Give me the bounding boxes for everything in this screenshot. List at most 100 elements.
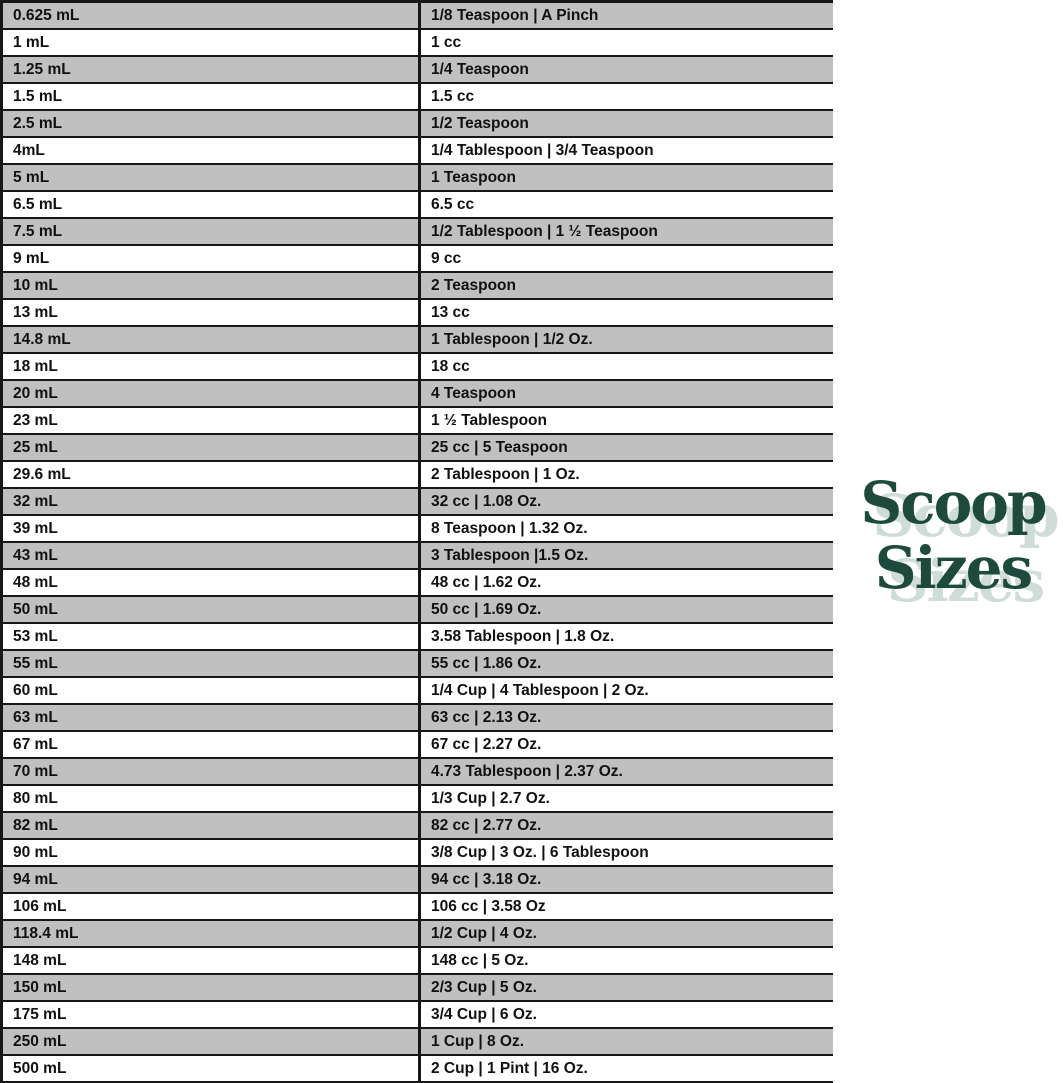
table-row: 70 mL 4.73 Tablespoon | 2.37 Oz. xyxy=(0,759,833,786)
table-row: 0.625 mL 1/8 Teaspoon | A Pinch xyxy=(0,3,833,30)
equivalent-cell: 1 cc xyxy=(421,30,833,55)
table-row: 106 mL 106 cc | 3.58 Oz xyxy=(0,894,833,921)
equivalent-cell: 55 cc | 1.86 Oz. xyxy=(421,651,833,676)
equivalent-cell: 1/4 Cup | 4 Tablespoon | 2 Oz. xyxy=(421,678,833,703)
equivalent-cell: 50 cc | 1.69 Oz. xyxy=(421,597,833,622)
ml-cell: 70 mL xyxy=(0,759,421,784)
equivalent-cell: 1 Tablespoon | 1/2 Oz. xyxy=(421,327,833,352)
equivalent-cell: 1/8 Teaspoon | A Pinch xyxy=(421,3,833,28)
logo-line-2: Sizes xyxy=(874,534,1033,602)
ml-cell: 1 mL xyxy=(0,30,421,55)
ml-cell: 63 mL xyxy=(0,705,421,730)
equivalent-cell: 6.5 cc xyxy=(421,192,833,217)
table-row: 25 mL 25 cc | 5 Teaspoon xyxy=(0,435,833,462)
ml-cell: 82 mL xyxy=(0,813,421,838)
table-row: 53 mL 3.58 Tablespoon | 1.8 Oz. xyxy=(0,624,833,651)
ml-cell: 25 mL xyxy=(0,435,421,460)
ml-cell: 67 mL xyxy=(0,732,421,757)
ml-cell: 4mL xyxy=(0,138,421,163)
table-row: 43 mL 3 Tablespoon |1.5 Oz. xyxy=(0,543,833,570)
equivalent-cell: 4 Teaspoon xyxy=(421,381,833,406)
equivalent-cell: 2 Cup | 1 Pint | 16 Oz. xyxy=(421,1056,833,1081)
table-row: 18 mL 18 cc xyxy=(0,354,833,381)
equivalent-cell: 18 cc xyxy=(421,354,833,379)
ml-cell: 2.5 mL xyxy=(0,111,421,136)
ml-cell: 60 mL xyxy=(0,678,421,703)
equivalent-cell: 1 ½ Tablespoon xyxy=(421,408,833,433)
table-row: 82 mL 82 cc | 2.77 Oz. xyxy=(0,813,833,840)
ml-cell: 90 mL xyxy=(0,840,421,865)
table-row: 32 mL 32 cc | 1.08 Oz. xyxy=(0,489,833,516)
equivalent-cell: 3/4 Cup | 6 Oz. xyxy=(421,1002,833,1027)
ml-cell: 14.8 mL xyxy=(0,327,421,352)
ml-cell: 29.6 mL xyxy=(0,462,421,487)
table-row: 80 mL 1/3 Cup | 2.7 Oz. xyxy=(0,786,833,813)
ml-cell: 175 mL xyxy=(0,1002,421,1027)
table-row: 5 mL 1 Teaspoon xyxy=(0,165,833,192)
equivalent-cell: 9 cc xyxy=(421,246,833,271)
table-row: 94 mL 94 cc | 3.18 Oz. xyxy=(0,867,833,894)
equivalent-cell: 94 cc | 3.18 Oz. xyxy=(421,867,833,892)
ml-cell: 106 mL xyxy=(0,894,421,919)
equivalent-cell: 67 cc | 2.27 Oz. xyxy=(421,732,833,757)
table-row: 7.5 mL 1/2 Tablespoon | 1 ½ Teaspoon xyxy=(0,219,833,246)
scoop-size-conversion-table: 0.625 mL 1/8 Teaspoon | A Pinch 1 mL 1 c… xyxy=(0,0,833,1083)
equivalent-cell: 1.5 cc xyxy=(421,84,833,109)
ml-cell: 13 mL xyxy=(0,300,421,325)
equivalent-cell: 3/8 Cup | 3 Oz. | 6 Tablespoon xyxy=(421,840,833,865)
table-row: 1.25 mL 1/4 Teaspoon xyxy=(0,57,833,84)
equivalent-cell: 1/2 Cup | 4 Oz. xyxy=(421,921,833,946)
table-row: 48 mL 48 cc | 1.62 Oz. xyxy=(0,570,833,597)
table-row: 150 mL 2/3 Cup | 5 Oz. xyxy=(0,975,833,1002)
ml-cell: 18 mL xyxy=(0,354,421,379)
table-row: 4mL 1/4 Tablespoon | 3/4 Teaspoon xyxy=(0,138,833,165)
table-row: 9 mL 9 cc xyxy=(0,246,833,273)
ml-cell: 43 mL xyxy=(0,543,421,568)
table-row: 500 mL 2 Cup | 1 Pint | 16 Oz. xyxy=(0,1056,833,1083)
table-row: 29.6 mL 2 Tablespoon | 1 Oz. xyxy=(0,462,833,489)
ml-cell: 148 mL xyxy=(0,948,421,973)
table-row: 20 mL 4 Teaspoon xyxy=(0,381,833,408)
ml-cell: 20 mL xyxy=(0,381,421,406)
equivalent-cell: 1/2 Teaspoon xyxy=(421,111,833,136)
equivalent-cell: 1/2 Tablespoon | 1 ½ Teaspoon xyxy=(421,219,833,244)
ml-cell: 23 mL xyxy=(0,408,421,433)
table-row: 50 mL 50 cc | 1.69 Oz. xyxy=(0,597,833,624)
ml-cell: 150 mL xyxy=(0,975,421,1000)
table-row: 39 mL 8 Teaspoon | 1.32 Oz. xyxy=(0,516,833,543)
table-row: 13 mL 13 cc xyxy=(0,300,833,327)
ml-cell: 39 mL xyxy=(0,516,421,541)
equivalent-cell: 1/4 Teaspoon xyxy=(421,57,833,82)
table-row: 60 mL 1/4 Cup | 4 Tablespoon | 2 Oz. xyxy=(0,678,833,705)
ml-cell: 48 mL xyxy=(0,570,421,595)
equivalent-cell: 106 cc | 3.58 Oz xyxy=(421,894,833,919)
ml-cell: 500 mL xyxy=(0,1056,421,1081)
logo-line-1: Scoop xyxy=(860,469,1047,537)
equivalent-cell: 3.58 Tablespoon | 1.8 Oz. xyxy=(421,624,833,649)
equivalent-cell: 148 cc | 5 Oz. xyxy=(421,948,833,973)
table-row: 90 mL 3/8 Cup | 3 Oz. | 6 Tablespoon xyxy=(0,840,833,867)
ml-cell: 1.25 mL xyxy=(0,57,421,82)
equivalent-cell: 4.73 Tablespoon | 2.37 Oz. xyxy=(421,759,833,784)
ml-cell: 118.4 mL xyxy=(0,921,421,946)
table-row: 55 mL 55 cc | 1.86 Oz. xyxy=(0,651,833,678)
equivalent-cell: 48 cc | 1.62 Oz. xyxy=(421,570,833,595)
equivalent-cell: 1/4 Tablespoon | 3/4 Teaspoon xyxy=(421,138,833,163)
table-row: 23 mL 1 ½ Tablespoon xyxy=(0,408,833,435)
equivalent-cell: 32 cc | 1.08 Oz. xyxy=(421,489,833,514)
ml-cell: 0.625 mL xyxy=(0,3,421,28)
equivalent-cell: 13 cc xyxy=(421,300,833,325)
table-row: 175 mL 3/4 Cup | 6 Oz. xyxy=(0,1002,833,1029)
table-row: 148 mL 148 cc | 5 Oz. xyxy=(0,948,833,975)
equivalent-cell: 63 cc | 2.13 Oz. xyxy=(421,705,833,730)
ml-cell: 32 mL xyxy=(0,489,421,514)
ml-cell: 53 mL xyxy=(0,624,421,649)
ml-cell: 6.5 mL xyxy=(0,192,421,217)
ml-cell: 250 mL xyxy=(0,1029,421,1054)
ml-cell: 50 mL xyxy=(0,597,421,622)
ml-cell: 94 mL xyxy=(0,867,421,892)
equivalent-cell: 2 Tablespoon | 1 Oz. xyxy=(421,462,833,487)
ml-cell: 9 mL xyxy=(0,246,421,271)
equivalent-cell: 82 cc | 2.77 Oz. xyxy=(421,813,833,838)
table-row: 10 mL 2 Teaspoon xyxy=(0,273,833,300)
